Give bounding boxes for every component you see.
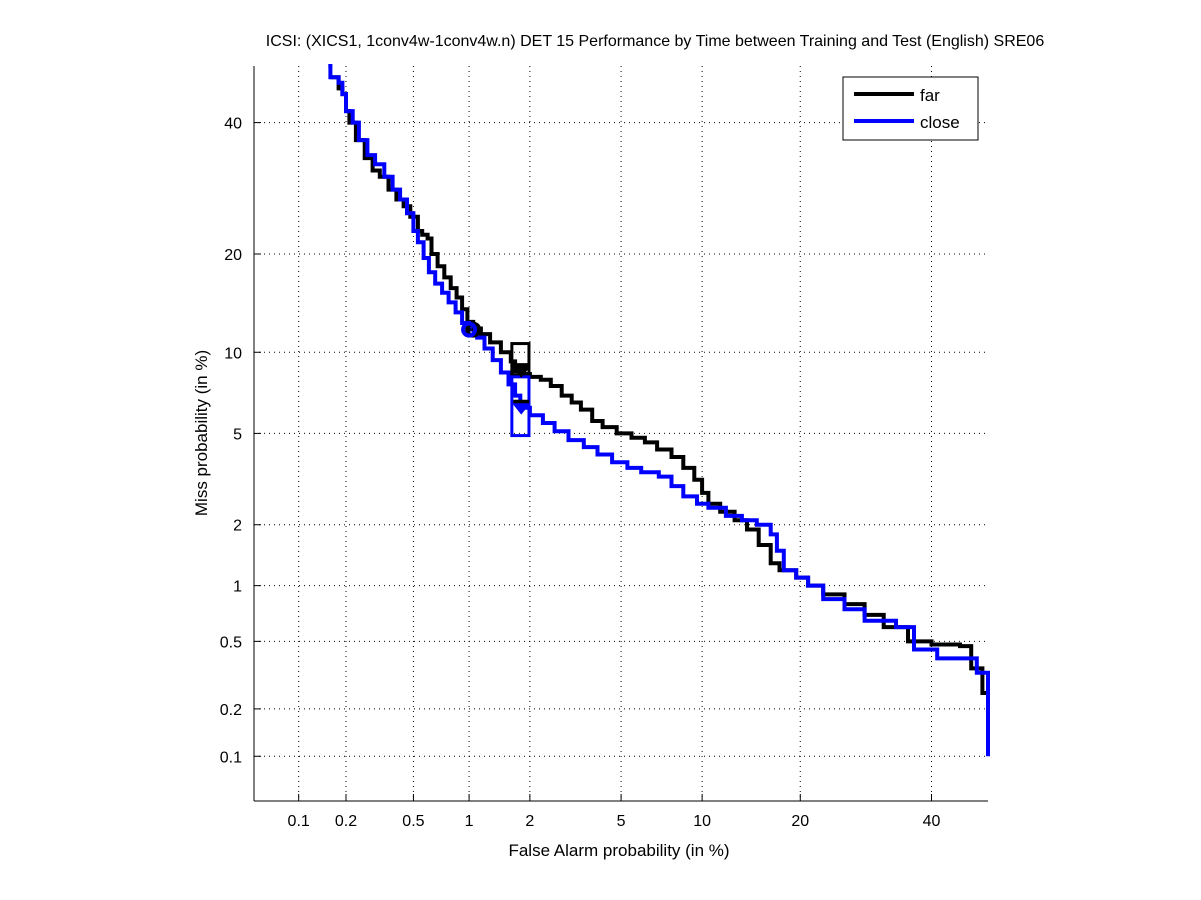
y-tick-label: 40 bbox=[224, 116, 242, 133]
act-dcf-box-close bbox=[510, 375, 531, 438]
legend-label-far: far bbox=[920, 86, 940, 105]
legend-label-close: close bbox=[920, 113, 960, 132]
markers-group bbox=[461, 321, 531, 438]
legend: far close bbox=[842, 76, 979, 141]
x-tick-label: 0.5 bbox=[402, 813, 424, 830]
y-tick-label: 0.1 bbox=[220, 749, 242, 766]
y-tick-label: 20 bbox=[224, 247, 242, 264]
x-tick-label: 20 bbox=[791, 813, 809, 830]
act-dcf-triangle-close bbox=[512, 403, 531, 415]
x-tick-label: 5 bbox=[617, 813, 626, 830]
x-axis-label: False Alarm probability (in %) bbox=[508, 841, 729, 860]
x-tick-label: 10 bbox=[693, 813, 711, 830]
y-tick-label: 0.5 bbox=[220, 634, 242, 651]
y-tick-label: 5 bbox=[233, 426, 242, 443]
x-tick-label: 1 bbox=[465, 813, 474, 830]
y-tick-label: 0.2 bbox=[220, 702, 242, 719]
x-ticks: 0.1 0.2 0.5 1 2 5 10 20 40 bbox=[288, 794, 941, 830]
x-tick-label: 40 bbox=[923, 813, 941, 830]
x-tick-label: 2 bbox=[525, 813, 534, 830]
legend-box bbox=[842, 76, 979, 141]
min-dcf-center-close bbox=[467, 327, 471, 332]
x-tick-label: 0.1 bbox=[288, 813, 310, 830]
act-dcf-triangle-far bbox=[512, 366, 531, 378]
y-tick-label: 10 bbox=[224, 345, 242, 362]
chart-title: ICSI: (XICS1, 1conv4w-1conv4w.n) DET 15 … bbox=[266, 33, 1045, 50]
min-dcf-marker-close bbox=[461, 321, 478, 338]
x-tick-label: 0.2 bbox=[335, 813, 357, 830]
y-ticks: 0.1 0.2 0.5 1 2 5 10 20 40 bbox=[220, 116, 261, 766]
y-tick-label: 2 bbox=[233, 518, 242, 535]
y-axis-label: Miss probability (in %) bbox=[192, 350, 211, 516]
y-tick-label: 1 bbox=[233, 579, 242, 596]
